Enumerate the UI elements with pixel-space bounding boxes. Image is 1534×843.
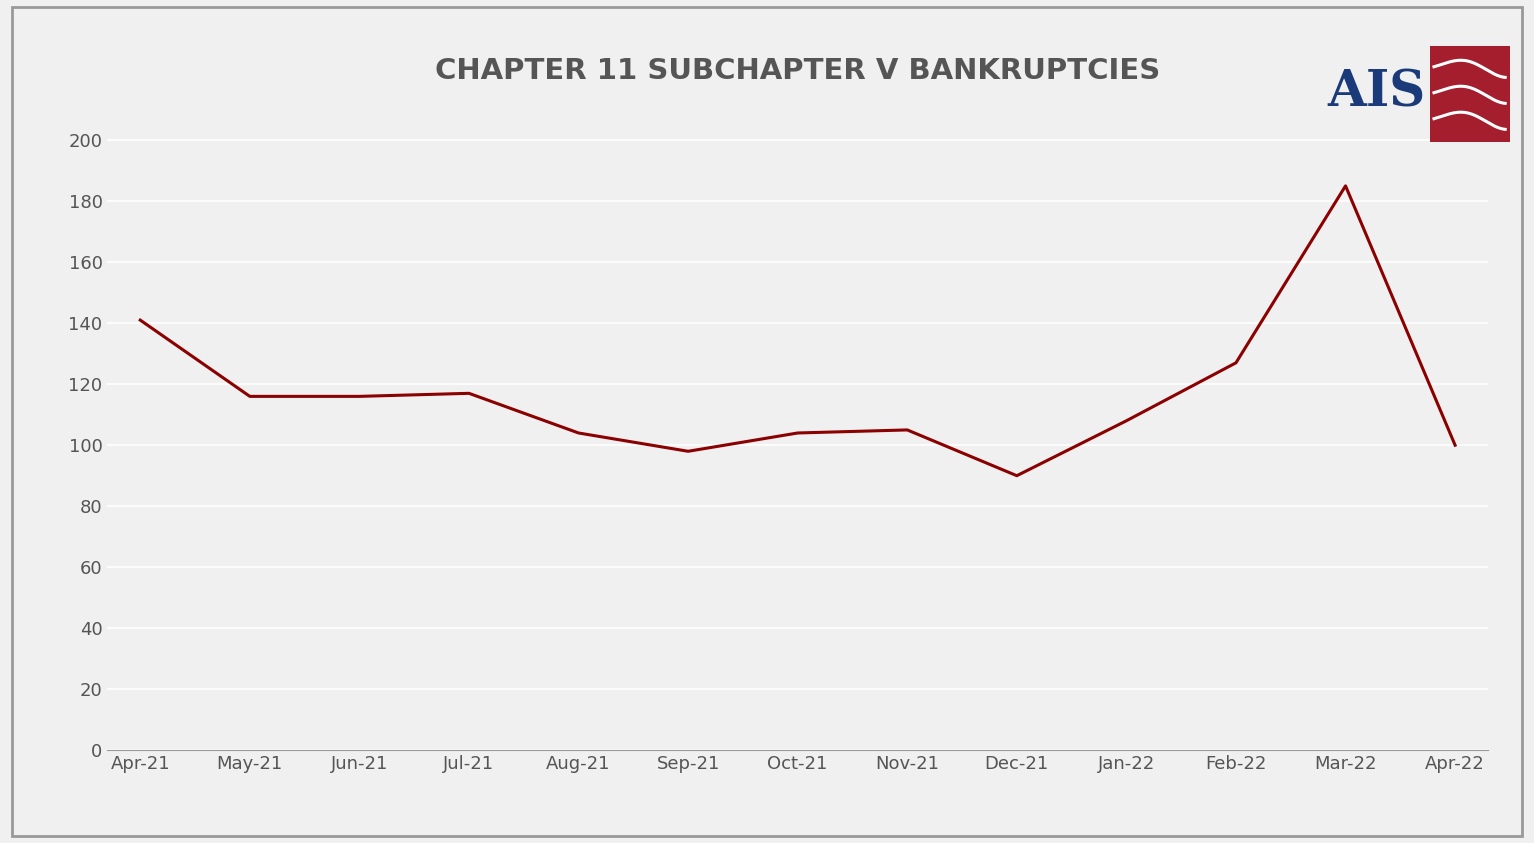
Title: CHAPTER 11 SUBCHAPTER V BANKRUPTCIES: CHAPTER 11 SUBCHAPTER V BANKRUPTCIES xyxy=(436,57,1160,85)
FancyBboxPatch shape xyxy=(1430,46,1509,142)
Text: AIS: AIS xyxy=(1327,68,1425,117)
